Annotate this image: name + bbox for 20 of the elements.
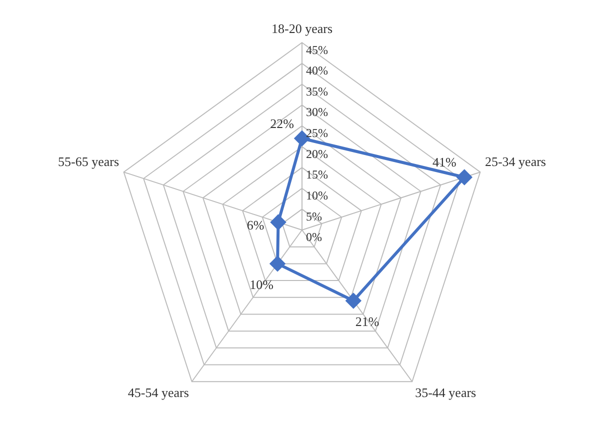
spoke-label: 45-54 years xyxy=(128,384,189,400)
spoke-label: 18-20 years xyxy=(271,21,333,36)
y-tick-label: 25% xyxy=(306,126,328,140)
spoke-label: 35-44 years xyxy=(415,384,476,400)
y-tick-label: 35% xyxy=(306,84,328,98)
y-tick-label: 30% xyxy=(306,105,328,120)
data-label: 21% xyxy=(355,314,380,330)
data-label: 41% xyxy=(432,154,457,170)
y-tick-label: 45% xyxy=(306,42,328,57)
data-label: 22% xyxy=(270,116,294,131)
y-tick-label: 40% xyxy=(306,64,328,78)
data-label: 6% xyxy=(246,218,264,233)
spoke-label: 55-65 years xyxy=(58,154,120,170)
spoke-label: 25-34 years xyxy=(484,154,546,170)
y-tick-label: 0% xyxy=(306,230,322,244)
y-tick-label: 10% xyxy=(306,188,328,203)
y-tick-label: 5% xyxy=(306,209,322,224)
y-tick-label: 15% xyxy=(306,168,328,182)
y-tick-label: 20% xyxy=(306,146,328,161)
data-label: 10% xyxy=(250,277,274,292)
